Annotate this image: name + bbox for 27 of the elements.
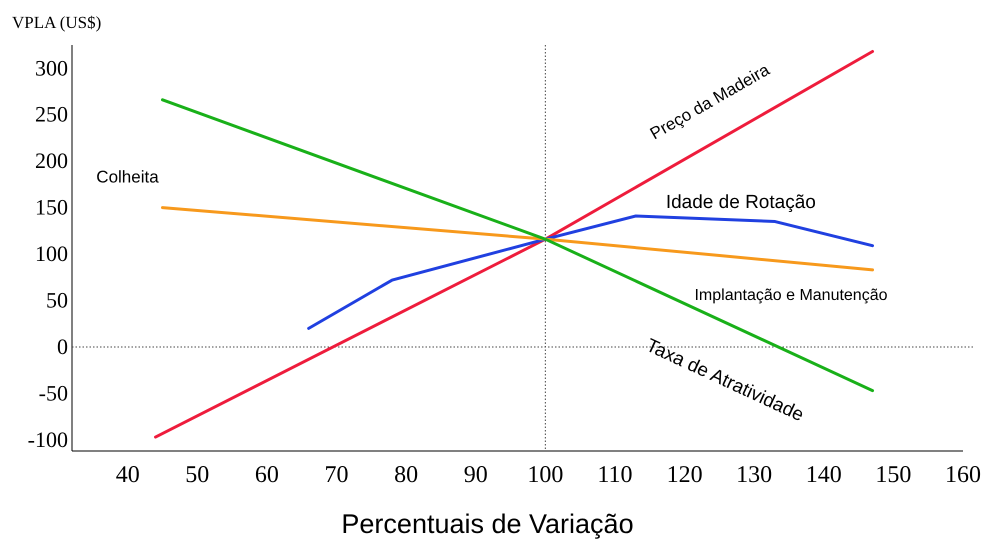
x-tick-label: 150 bbox=[875, 462, 912, 488]
y-axis-title: VPLA (US$) bbox=[12, 13, 102, 32]
x-tick-label: 130 bbox=[736, 462, 772, 488]
x-tick-label: 100 bbox=[527, 462, 564, 488]
x-axis-title: Percentuais de Variação bbox=[341, 509, 634, 539]
y-tick-label: -50 bbox=[38, 380, 68, 406]
x-tick-label: 80 bbox=[394, 462, 418, 488]
y-tick-label: 300 bbox=[35, 55, 68, 80]
series-label: Colheita bbox=[96, 168, 160, 187]
x-tick-label: 60 bbox=[254, 462, 279, 488]
x-tick-label: 70 bbox=[324, 462, 349, 488]
x-tick-label: 140 bbox=[806, 462, 842, 488]
x-tick-label: 160 bbox=[945, 462, 981, 488]
x-tick-label: 90 bbox=[464, 462, 488, 488]
x-tick-label: 120 bbox=[666, 462, 703, 488]
x-tick-label: 110 bbox=[597, 462, 633, 488]
x-tick-label: 50 bbox=[185, 462, 210, 488]
y-tick-label: 50 bbox=[46, 288, 68, 313]
y-tick-label: -100 bbox=[28, 426, 68, 452]
y-tick-label: 100 bbox=[35, 241, 68, 266]
y-tick-label: 200 bbox=[35, 148, 68, 174]
x-tick-label: 40 bbox=[116, 462, 140, 488]
y-tick-label: 250 bbox=[35, 102, 68, 127]
annotation: Implantação e Manutenção bbox=[694, 286, 888, 304]
y-tick-label: 150 bbox=[35, 194, 68, 220]
y-tick-label: 0 bbox=[57, 334, 68, 359]
series-label: Idade de Rotação bbox=[666, 192, 816, 213]
